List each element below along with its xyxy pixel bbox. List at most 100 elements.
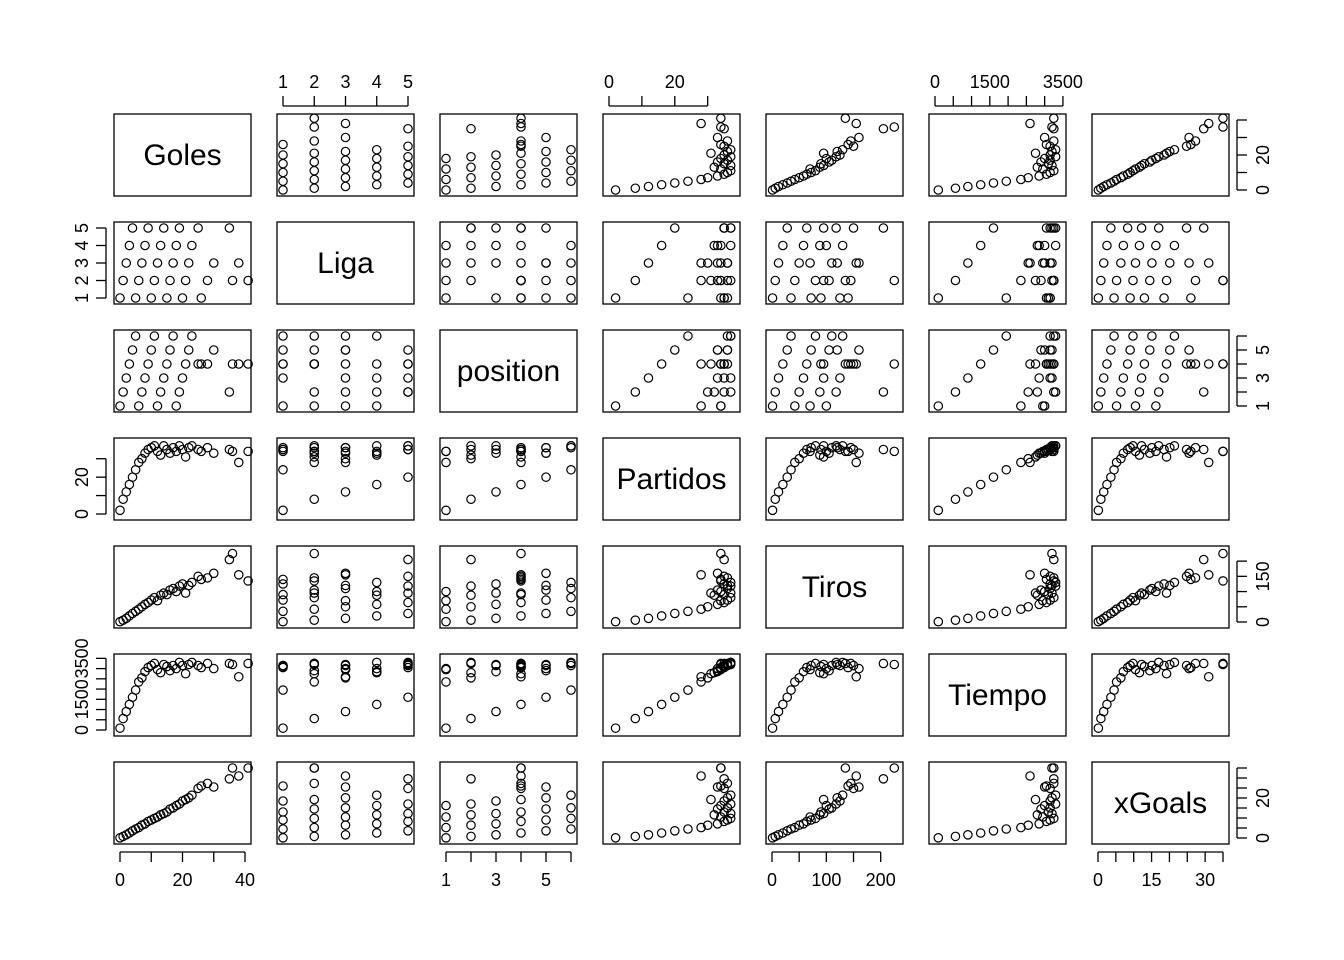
data-point: [491, 444, 501, 455]
data-point: [340, 373, 351, 383]
tick-label: 150: [1253, 561, 1273, 591]
data-point: [340, 331, 351, 341]
data-point: [516, 807, 526, 817]
data-point: [137, 453, 147, 464]
data-point: [516, 446, 526, 457]
data-point: [466, 258, 476, 268]
data-point: [441, 153, 451, 164]
panel-3-1: [276, 437, 415, 521]
data-point: [1096, 275, 1106, 286]
data-point: [309, 136, 320, 146]
tick-label: 20: [665, 72, 685, 92]
data-point: [1184, 568, 1194, 579]
data-point: [309, 668, 320, 679]
data-point: [722, 345, 733, 355]
data-point: [1203, 258, 1214, 268]
data-point: [177, 579, 188, 589]
data-point: [309, 615, 320, 625]
data-point: [1048, 763, 1059, 773]
data-point: [770, 387, 781, 397]
data-point: [1039, 401, 1050, 411]
data-point: [1139, 359, 1150, 369]
data-point: [706, 794, 716, 805]
data-point: [1048, 123, 1059, 134]
data-point: [491, 660, 501, 671]
data-point: [403, 441, 413, 451]
data-point: [1016, 275, 1026, 286]
data-point: [233, 570, 244, 580]
data-point: [669, 345, 680, 355]
panel-5-3: [602, 653, 741, 737]
tick-label: 100: [811, 870, 841, 890]
data-point: [208, 345, 219, 355]
data-point: [1001, 331, 1012, 341]
data-point: [709, 387, 720, 397]
data-point: [227, 659, 238, 670]
data-point: [466, 809, 476, 820]
data-point: [630, 615, 641, 625]
data-point: [441, 174, 451, 185]
data-point: [630, 831, 641, 842]
data-point: [466, 162, 476, 173]
data-point: [963, 829, 973, 840]
data-point: [950, 831, 961, 842]
data-point: [1169, 144, 1180, 155]
data-point: [1147, 258, 1157, 268]
data-point: [309, 804, 320, 814]
data-point: [516, 611, 526, 621]
data-point: [340, 146, 351, 157]
data-point: [491, 293, 501, 303]
data-point: [725, 240, 736, 251]
data-point: [1181, 223, 1192, 233]
data-point: [786, 685, 796, 695]
data-point: [1116, 453, 1126, 464]
data-point: [1164, 258, 1175, 268]
data-point: [224, 554, 235, 565]
data-point: [516, 816, 526, 827]
data-point: [177, 660, 188, 671]
data-point: [124, 611, 135, 621]
data-point: [630, 387, 641, 397]
data-point: [1159, 373, 1169, 383]
data-point: [889, 359, 900, 369]
data-point: [441, 677, 451, 687]
data-point: [988, 472, 999, 482]
data-point: [309, 359, 320, 369]
data-point: [187, 331, 197, 341]
tick-label: 20: [1253, 788, 1273, 808]
data-point: [843, 781, 853, 791]
data-point: [371, 153, 382, 164]
data-point: [491, 808, 501, 819]
data-point: [1093, 723, 1104, 733]
tick-label: 1: [72, 293, 92, 303]
data-point: [1218, 113, 1228, 124]
data-point: [848, 223, 859, 233]
data-point: [403, 608, 413, 619]
data-point: [566, 155, 576, 166]
data-point: [278, 167, 288, 178]
data-point: [278, 662, 288, 673]
data-point: [196, 574, 207, 585]
data-point: [656, 828, 667, 838]
data-point: [835, 373, 845, 383]
data-point: [278, 781, 288, 791]
data-point: [1041, 223, 1052, 233]
data-point: [1184, 258, 1194, 268]
data-point: [696, 604, 706, 615]
data-point: [371, 373, 382, 383]
data-point: [975, 611, 986, 621]
data-point: [1186, 359, 1196, 369]
data-point: [541, 448, 551, 459]
data-point: [832, 345, 843, 355]
data-point: [843, 293, 853, 303]
data-point: [950, 387, 961, 397]
data-point: [975, 240, 986, 251]
data-point: [566, 165, 576, 176]
data-point: [278, 807, 288, 817]
data-point: [193, 359, 203, 369]
data-point: [656, 240, 667, 251]
data-point: [1203, 671, 1214, 682]
panel-6-1: [276, 761, 415, 845]
data-point: [340, 401, 351, 411]
data-point: [278, 150, 288, 160]
